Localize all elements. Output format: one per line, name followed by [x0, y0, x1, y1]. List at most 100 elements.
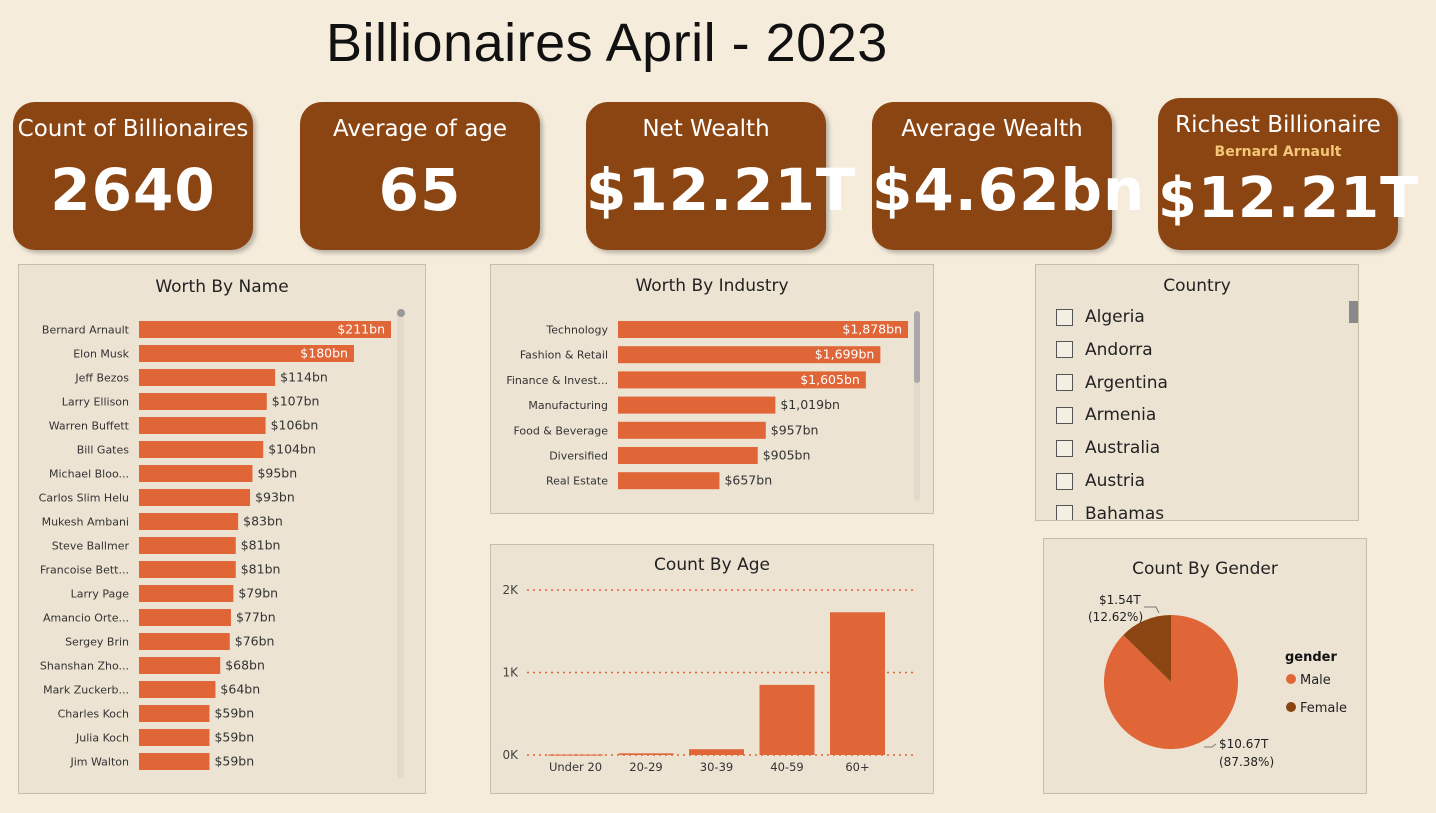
- bar[interactable]: [618, 447, 758, 464]
- category-label: Bernard Arnault: [42, 324, 130, 337]
- data-label: $905bn: [763, 448, 811, 463]
- category-label: Amancio Orte...: [43, 612, 129, 625]
- y-tick-label: 2K: [502, 583, 519, 597]
- bar[interactable]: [830, 612, 885, 755]
- data-label: $64bn: [220, 682, 260, 697]
- bar[interactable]: [139, 657, 221, 674]
- data-label: $1.54T: [1099, 593, 1141, 607]
- data-label: $180bn: [300, 346, 348, 361]
- category-label: Julia Koch: [75, 732, 129, 745]
- legend-label[interactable]: Female: [1300, 701, 1347, 716]
- bar[interactable]: [618, 346, 881, 364]
- page-title: Billionaires April - 2023: [326, 13, 888, 73]
- category-label: Steve Ballmer: [52, 540, 130, 553]
- bar[interactable]: [139, 585, 234, 602]
- name-scrollbar-track[interactable]: [397, 313, 404, 779]
- country-option-label: Australia: [1085, 438, 1161, 459]
- bar[interactable]: [139, 465, 253, 482]
- bar[interactable]: [139, 393, 267, 410]
- country-option[interactable]: Algeria: [1056, 307, 1145, 327]
- kpi-richest-card: Richest Billionaire Bernard Arnault $12.…: [1158, 98, 1418, 250]
- bar[interactable]: [139, 729, 210, 746]
- country-option[interactable]: Bahamas: [1056, 504, 1164, 520]
- kpi-richest-label: Richest Billionaire: [1175, 112, 1381, 138]
- bar[interactable]: [618, 371, 866, 389]
- bar[interactable]: [139, 633, 230, 650]
- kpi-age-label: Average of age: [332, 116, 508, 142]
- y-tick-label: 1K: [502, 666, 519, 680]
- country-slicer-title: Country: [1163, 276, 1231, 296]
- bar[interactable]: [139, 441, 264, 458]
- legend-marker[interactable]: [1286, 702, 1296, 712]
- bar[interactable]: [139, 489, 251, 506]
- kpi-age-card: Average of age 65: [300, 102, 540, 250]
- bar[interactable]: [548, 754, 603, 756]
- country-scrollbar-thumb[interactable]: [1349, 301, 1358, 323]
- checkbox[interactable]: [1056, 374, 1073, 392]
- country-option-label: Austria: [1085, 471, 1146, 491]
- checkbox[interactable]: [1056, 439, 1073, 457]
- data-label: $1,699bn: [815, 347, 875, 362]
- data-label: $104bn: [268, 442, 316, 457]
- bar[interactable]: [139, 417, 266, 434]
- data-label: $106bn: [271, 418, 319, 433]
- x-tick-label: Under 20: [549, 760, 602, 774]
- bar[interactable]: [139, 513, 239, 530]
- kpi-net-value: $12.21T: [586, 156, 857, 224]
- bar[interactable]: [139, 705, 210, 722]
- worth-by-industry-chart: Technology $1,878bn Fashion & Retail $1,699…: [506, 311, 920, 501]
- checkbox[interactable]: [1056, 472, 1073, 490]
- bar[interactable]: [618, 753, 674, 755]
- country-option[interactable]: Argentina: [1056, 373, 1168, 393]
- name-scrollbar-thumb[interactable]: [397, 309, 405, 317]
- bar[interactable]: [139, 321, 391, 338]
- bar[interactable]: [139, 753, 210, 770]
- category-label: Sergey Brin: [65, 636, 129, 649]
- bar[interactable]: [618, 472, 720, 490]
- country-option[interactable]: Armenia: [1056, 405, 1156, 425]
- bar[interactable]: [139, 561, 236, 578]
- bar[interactable]: [618, 421, 766, 439]
- category-label: Mukesh Ambani: [42, 516, 129, 529]
- bar[interactable]: [618, 321, 908, 338]
- checkbox[interactable]: [1056, 308, 1073, 326]
- checkbox[interactable]: [1056, 505, 1073, 520]
- checkbox[interactable]: [1056, 341, 1073, 359]
- bar[interactable]: [618, 396, 776, 414]
- data-label: $68bn: [225, 658, 265, 673]
- data-label: $107bn: [272, 394, 320, 409]
- count-by-age-title: Count By Age: [654, 555, 770, 575]
- kpi-count-card: Count of Billionaires 2640: [13, 102, 253, 250]
- bar[interactable]: [139, 369, 276, 386]
- country-option[interactable]: Australia: [1056, 438, 1160, 458]
- pie-slice[interactable]: [1123, 615, 1171, 682]
- category-label: Warren Buffett: [49, 420, 130, 433]
- country-option-label: Armenia: [1085, 405, 1157, 426]
- country-option[interactable]: Austria: [1056, 471, 1145, 491]
- count-by-gender-chart: $1.54T (12.62%) $10.67T (87.38%) gender Male F…: [1088, 593, 1347, 769]
- category-label: Food & Beverage: [513, 424, 608, 437]
- data-label: $93bn: [255, 490, 295, 505]
- leader-line: [1144, 606, 1160, 614]
- bar[interactable]: [759, 684, 815, 755]
- category-label: Larry Ellison: [62, 396, 129, 409]
- kpi-net-card: Net Wealth $12.21T: [586, 102, 857, 250]
- country-option[interactable]: Andorra: [1056, 340, 1153, 360]
- bar[interactable]: [139, 345, 354, 362]
- bar[interactable]: [139, 609, 231, 626]
- data-label: $95bn: [257, 466, 297, 481]
- data-label: $10.67T: [1219, 737, 1269, 751]
- data-label: $1,019bn: [780, 397, 840, 412]
- bar[interactable]: [139, 537, 236, 554]
- kpi-count-value: 2640: [50, 156, 216, 224]
- data-label: $77bn: [236, 610, 276, 625]
- bar[interactable]: [139, 681, 216, 698]
- kpi-age-value: 65: [378, 156, 462, 224]
- checkbox[interactable]: [1056, 406, 1073, 424]
- industry-scrollbar-thumb[interactable]: [914, 311, 920, 383]
- worth-by-industry-panel: Worth By Industry Technology $1,878bn Fash…: [490, 264, 934, 514]
- x-tick-label: 30-39: [700, 760, 733, 774]
- legend-label[interactable]: Male: [1300, 673, 1331, 688]
- legend-marker[interactable]: [1286, 674, 1296, 684]
- bar[interactable]: [689, 749, 744, 755]
